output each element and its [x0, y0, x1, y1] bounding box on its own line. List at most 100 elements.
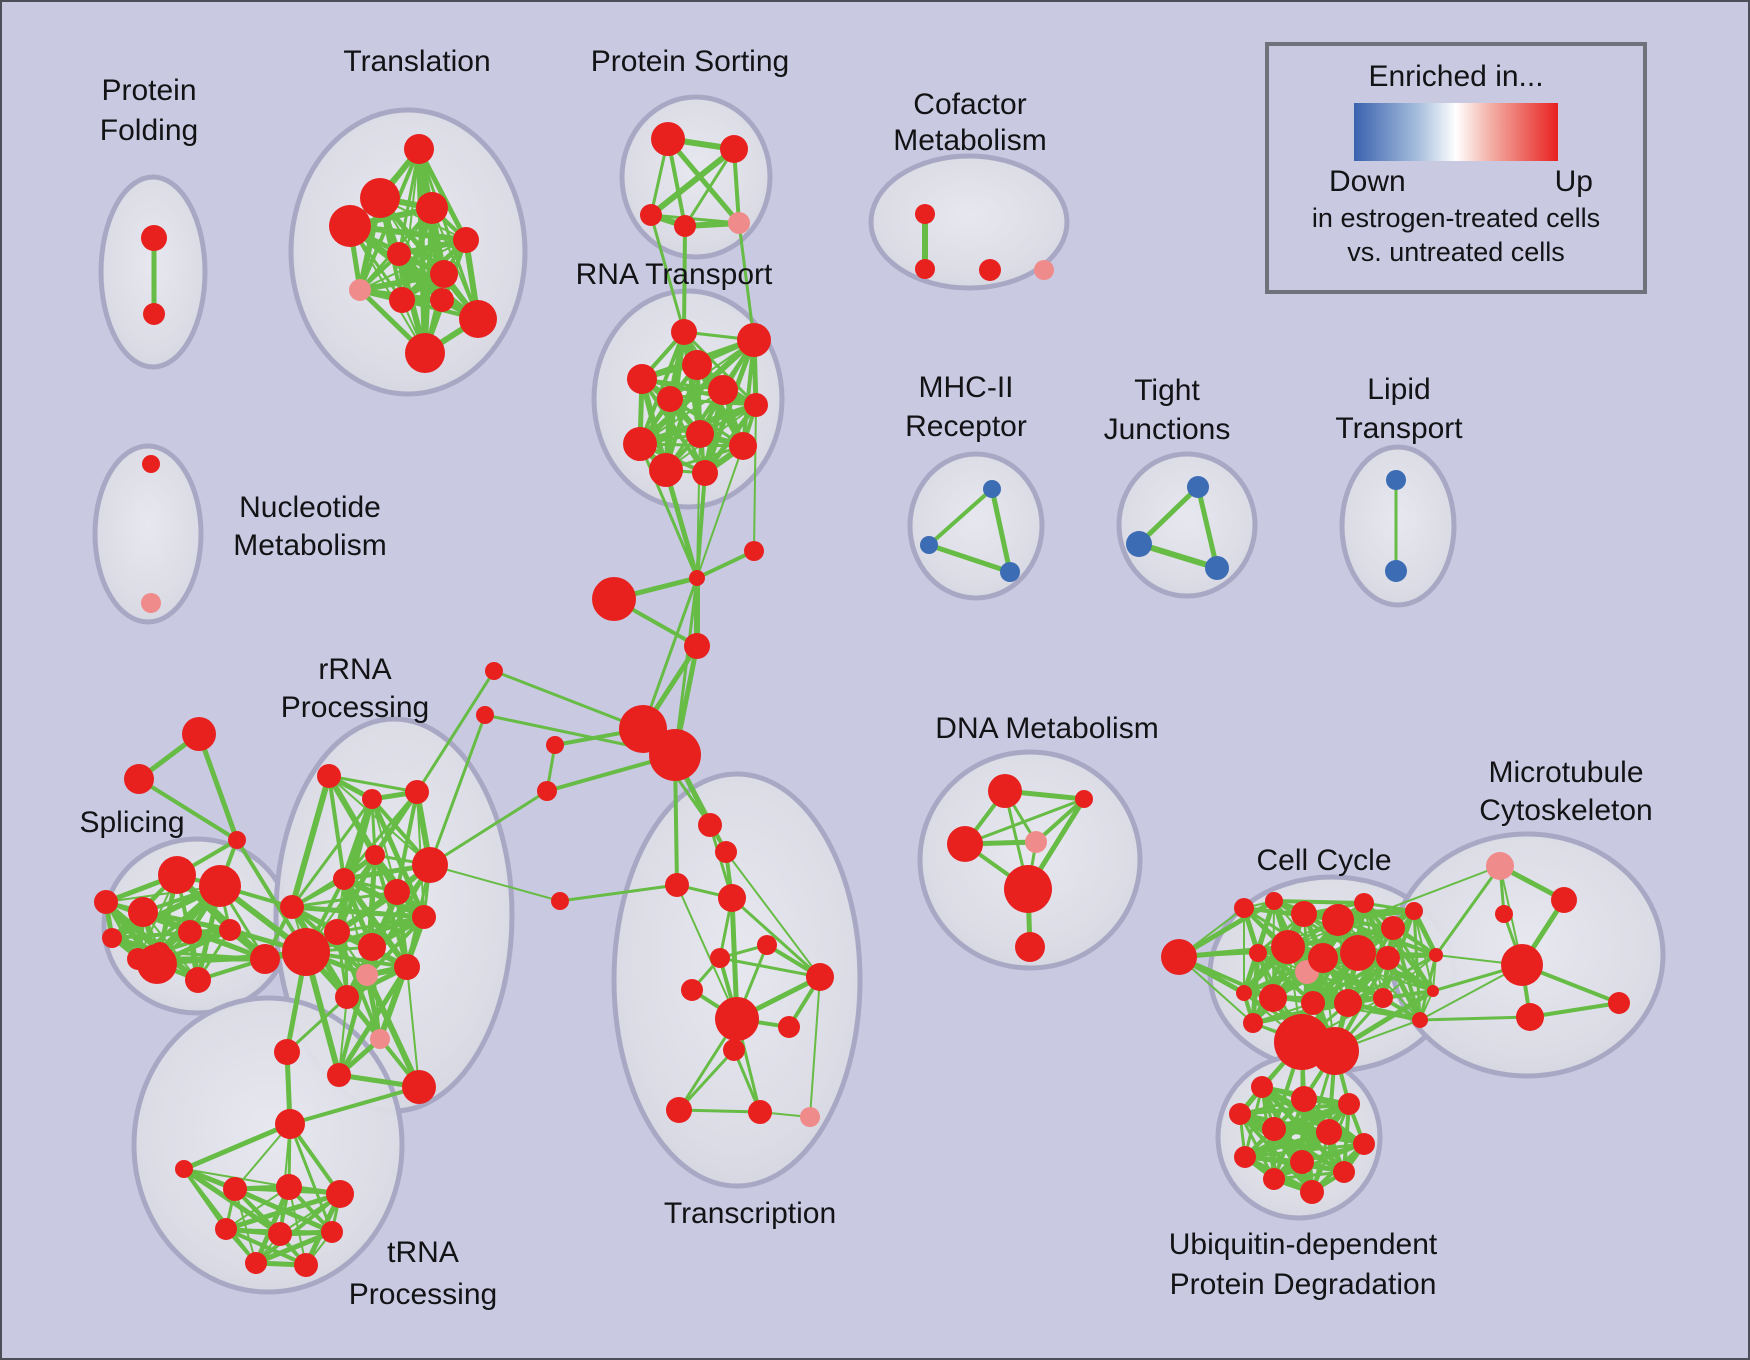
- edge: [1195, 484, 1220, 571]
- edge: [110, 928, 232, 940]
- edge: [196, 731, 240, 843]
- edge: [702, 402, 759, 476]
- edge: [288, 1122, 334, 1234]
- node-cell-cycle-12: [1376, 946, 1400, 970]
- node-rna-transport-10: [649, 453, 683, 487]
- edge: [1272, 1170, 1346, 1181]
- node-rna-transport-6: [744, 393, 768, 417]
- node-translation-9: [430, 288, 454, 312]
- edge: [1382, 954, 1437, 999]
- edge: [809, 976, 821, 1118]
- node-cell-cycle-1: [1265, 892, 1283, 910]
- node-lipid-transport-0: [1386, 470, 1406, 490]
- node-nucleotide-metabolism-0: [142, 455, 160, 473]
- node-rrna-processing-16: [335, 985, 359, 1009]
- edge: [640, 377, 707, 475]
- edge: [1346, 953, 1438, 1005]
- node-trna-processing-0: [274, 1039, 300, 1065]
- node-splicing-11: [102, 928, 122, 948]
- node-ubiquitin-2: [1338, 1093, 1360, 1115]
- node-translation-8: [389, 287, 415, 313]
- node-ubiquitin-1: [1291, 1086, 1317, 1112]
- node-ubiquitin-9: [1333, 1161, 1355, 1183]
- node-central-chain-6: [546, 736, 564, 754]
- edge: [676, 884, 738, 1020]
- edge: [327, 774, 346, 881]
- node-trna-processing-8: [321, 1221, 343, 1243]
- node-splicing-outliers-1: [124, 764, 154, 794]
- edge: [415, 669, 496, 794]
- edge: [1136, 541, 1220, 571]
- edge: [1418, 953, 1438, 1022]
- edge: [357, 271, 447, 293]
- node-protein-sorting-0: [651, 122, 685, 156]
- edge: [677, 1048, 736, 1112]
- node-trna-processing-9: [245, 1252, 267, 1274]
- edge: [1528, 1001, 1621, 1019]
- node-protein-sorting-2: [640, 204, 662, 226]
- module-ellipse-lipid-transport: [1339, 444, 1457, 608]
- edge: [737, 221, 756, 342]
- node-rrna-processing-11: [327, 1063, 351, 1087]
- node-ubiquitin-3: [1229, 1103, 1251, 1125]
- node-splicing-0: [158, 856, 196, 894]
- node-translation-7: [349, 279, 371, 301]
- node-transcription-6: [723, 1039, 745, 1061]
- node-mhc-ii-receptor-0: [983, 480, 1001, 498]
- edge: [725, 851, 821, 978]
- edge: [223, 1191, 343, 1232]
- edge: [926, 542, 1013, 575]
- node-transcription-2: [806, 963, 834, 991]
- node-transcription-4: [778, 1016, 800, 1038]
- edge: [285, 995, 349, 1054]
- node-protein-sorting-3: [674, 215, 696, 237]
- node-splicing-outliers-2: [228, 831, 246, 849]
- edge: [1176, 944, 1291, 960]
- node-rrna-processing-5: [412, 847, 448, 883]
- node-rna-transport-1: [737, 323, 771, 357]
- node-dna-metabolism-2: [947, 826, 983, 862]
- node-central-chain-7: [537, 781, 557, 801]
- node-rna-transport-2: [682, 350, 712, 380]
- node-protein-sorting-1: [720, 135, 748, 163]
- legend-title: Enriched in...: [1368, 60, 1544, 93]
- node-ubiquitin-0: [1251, 1076, 1273, 1098]
- node-central-chain-10: [698, 813, 722, 837]
- edge: [1434, 864, 1502, 957]
- edge: [253, 1229, 335, 1266]
- node-tight-junctions-2: [1205, 556, 1229, 580]
- node-ubiquitin-5: [1316, 1119, 1342, 1145]
- node-cell-cycle-14: [1259, 984, 1287, 1012]
- edge: [640, 377, 758, 407]
- node-microtubule-cytoskeleton-1: [1551, 887, 1577, 913]
- node-cofactor-metabolism-2: [979, 259, 1001, 281]
- node-rrna-processing-6: [384, 879, 410, 905]
- node-trna-processing-1: [275, 1109, 305, 1139]
- node-microtubule-cytoskeleton-3: [1501, 944, 1543, 986]
- edge: [290, 890, 399, 909]
- edge: [1136, 484, 1201, 547]
- edge: [695, 549, 756, 580]
- edge: [696, 445, 744, 579]
- node-transcription-1: [757, 935, 777, 955]
- node-rna-transport-0: [671, 319, 697, 345]
- node-cell-cycle-3: [1322, 904, 1354, 936]
- edge: [395, 790, 419, 894]
- node-tight-junctions-1: [1126, 531, 1152, 557]
- node-trna-processing-4: [276, 1174, 302, 1200]
- node-splicing-10: [250, 944, 280, 974]
- edge: [682, 224, 687, 334]
- edge: [696, 433, 701, 579]
- node-central-chain-5: [649, 729, 701, 781]
- node-trna-processing-2: [175, 1160, 193, 1178]
- edge: [927, 487, 994, 547]
- edge: [648, 146, 737, 218]
- edge: [492, 669, 645, 731]
- node-trna-processing-10: [294, 1253, 318, 1277]
- node-cell-cycle-19: [1311, 1027, 1359, 1075]
- node-cofactor-metabolism-0: [915, 204, 935, 224]
- legend-up-label: Up: [1554, 165, 1593, 198]
- edge: [1287, 865, 1501, 948]
- module-ellipse-cofactor-metabolism: [868, 153, 1070, 291]
